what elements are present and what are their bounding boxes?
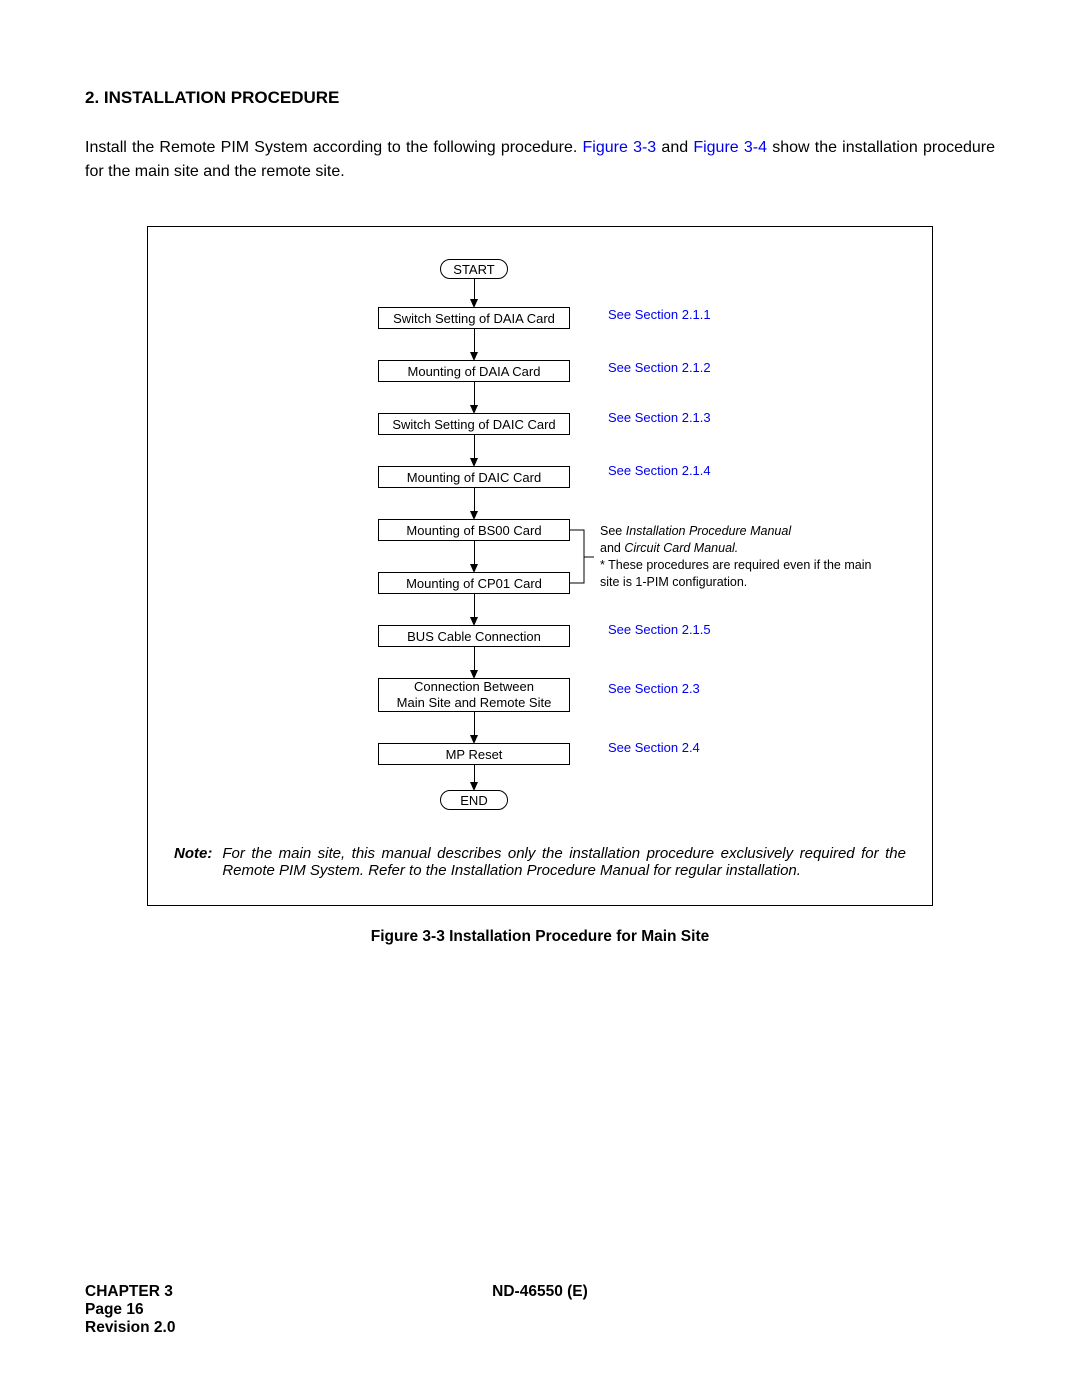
figure-3-4-link[interactable]: Figure 3-4 xyxy=(693,139,767,156)
ref-2-1-3[interactable]: See Section 2.1.3 xyxy=(608,410,711,425)
step-daia-mount: Mounting of DAIA Card xyxy=(378,360,570,382)
ref-2-1-1[interactable]: See Section 2.1.1 xyxy=(608,307,711,322)
side-note: See Installation Procedure Manual and Ci… xyxy=(600,523,920,591)
ref-2-3[interactable]: See Section 2.3 xyxy=(608,681,700,696)
page-footer: CHAPTER 3 ND-46550 (E) Page 16 Revision … xyxy=(85,1283,995,1337)
step-site-connect: Connection Between Main Site and Remote … xyxy=(378,678,570,712)
intro-paragraph: Install the Remote PIM System according … xyxy=(85,136,995,184)
step-cp01-mount: Mounting of CP01 Card xyxy=(378,572,570,594)
step-daia-switch: Switch Setting of DAIA Card xyxy=(378,307,570,329)
footer-rev: Revision 2.0 xyxy=(85,1319,995,1337)
ref-2-1-4[interactable]: See Section 2.1.4 xyxy=(608,463,711,478)
footer-chapter: CHAPTER 3 xyxy=(85,1283,388,1301)
figure-caption: Figure 3-3 Installation Procedure for Ma… xyxy=(85,928,995,946)
figure-frame: START Switch Setting of DAIA Card xyxy=(147,226,933,906)
terminal-start: START xyxy=(440,259,508,279)
step-bus-cable: BUS Cable Connection xyxy=(378,625,570,647)
ref-2-1-2[interactable]: See Section 2.1.2 xyxy=(608,360,711,375)
note-label: Note: xyxy=(174,845,212,879)
footer-page: Page 16 xyxy=(85,1301,995,1319)
figure-note: Note: For the main site, this manual des… xyxy=(168,845,912,879)
ref-2-1-5[interactable]: See Section 2.1.5 xyxy=(608,622,711,637)
note-body: For the main site, this manual describes… xyxy=(222,845,906,879)
section-heading: 2. INSTALLATION PROCEDURE xyxy=(85,88,995,108)
flowchart: START Switch Setting of DAIA Card xyxy=(168,247,914,827)
step-daic-mount: Mounting of DAIC Card xyxy=(378,466,570,488)
ref-2-4[interactable]: See Section 2.4 xyxy=(608,740,700,755)
step-bs00-mount: Mounting of BS00 Card xyxy=(378,519,570,541)
footer-doc: ND-46550 (E) xyxy=(388,1283,691,1301)
step-mp-reset: MP Reset xyxy=(378,743,570,765)
terminal-end: END xyxy=(440,790,508,810)
figure-3-3-link[interactable]: Figure 3-3 xyxy=(583,139,657,156)
step-daic-switch: Switch Setting of DAIC Card xyxy=(378,413,570,435)
